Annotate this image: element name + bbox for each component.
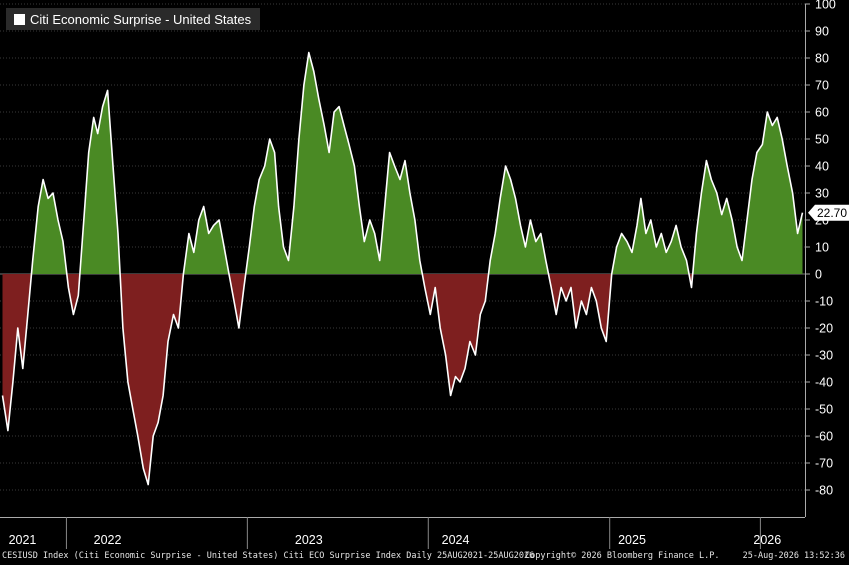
y-tick-label: -10 [815, 295, 833, 309]
x-tick-label: 2022 [94, 533, 122, 547]
area-negative [120, 274, 184, 485]
y-tick-label: 30 [815, 187, 829, 201]
y-tick-label: 0 [815, 268, 822, 282]
series-line [1, 51, 804, 486]
y-tick-label: 100 [815, 0, 836, 12]
footer-left: CESIUSD Index (Citi Economic Surprise - … [2, 551, 535, 561]
area-negative [548, 274, 612, 342]
area-positive [79, 90, 121, 275]
area-negative [422, 274, 489, 396]
x-tick-label: 2025 [618, 533, 646, 547]
area-positive [245, 52, 423, 274]
chart-series-line [1, 51, 804, 486]
x-axis: 2021 2022 2023 2024 2025 2026 [0, 517, 805, 549]
footer-center: Copyright© 2026 Bloomberg Finance L.P. [525, 551, 720, 561]
y-tick-label: 50 [815, 133, 829, 147]
x-tick-label: 2026 [753, 533, 781, 547]
last-value-marker: 22.70 [808, 204, 849, 221]
y-tick-label: -50 [815, 403, 833, 417]
area-negative [2, 274, 32, 431]
y-tick-label: -60 [815, 430, 833, 444]
area-negative [66, 274, 80, 315]
area-positive [488, 166, 549, 274]
y-tick-label: 60 [815, 106, 829, 120]
y-tick-label: -40 [815, 376, 833, 390]
y-tick-label: 70 [815, 79, 829, 93]
area-negative [229, 274, 246, 328]
y-tick-label: -20 [815, 322, 833, 336]
area-positive [183, 206, 229, 274]
y-tick-label: -70 [815, 457, 833, 471]
last-value-flag [808, 204, 849, 221]
y-tick-label: -30 [815, 349, 833, 363]
last-value-label: 22.70 [817, 206, 847, 220]
chart-areas [2, 52, 803, 485]
y-tick-label: 40 [815, 160, 829, 174]
y-axis: 1009080706050403020100-10-20-30-40-50-60… [805, 0, 836, 517]
y-tick-label: 80 [815, 52, 829, 66]
y-tick-label: 10 [815, 241, 829, 255]
footer-right: 25-Aug-2026 13:52:36 [742, 551, 845, 561]
x-tick-label: 2023 [295, 533, 323, 547]
legend-label: Citi Economic Surprise - United States [30, 11, 252, 27]
x-tick-label: 2021 [9, 533, 37, 547]
area-positive [31, 179, 67, 274]
area-positive [611, 198, 689, 274]
legend: Citi Economic Surprise - United States [6, 8, 261, 30]
y-tick-label: 90 [815, 25, 829, 39]
x-tick-label: 2024 [442, 533, 470, 547]
area-positive [692, 112, 803, 274]
legend-swatch [14, 13, 25, 25]
y-tick-label: -80 [815, 484, 833, 498]
